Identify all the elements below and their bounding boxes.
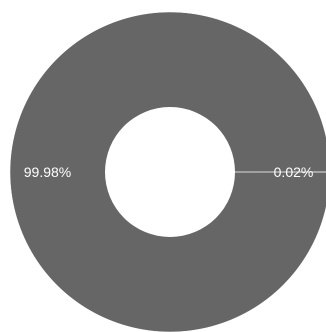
labels-layer: 99.98% 0.02% (24, 164, 314, 180)
slice-label: 0.02% (274, 164, 314, 180)
donut-hole (105, 107, 235, 237)
slice-label: 99.98% (24, 164, 71, 180)
